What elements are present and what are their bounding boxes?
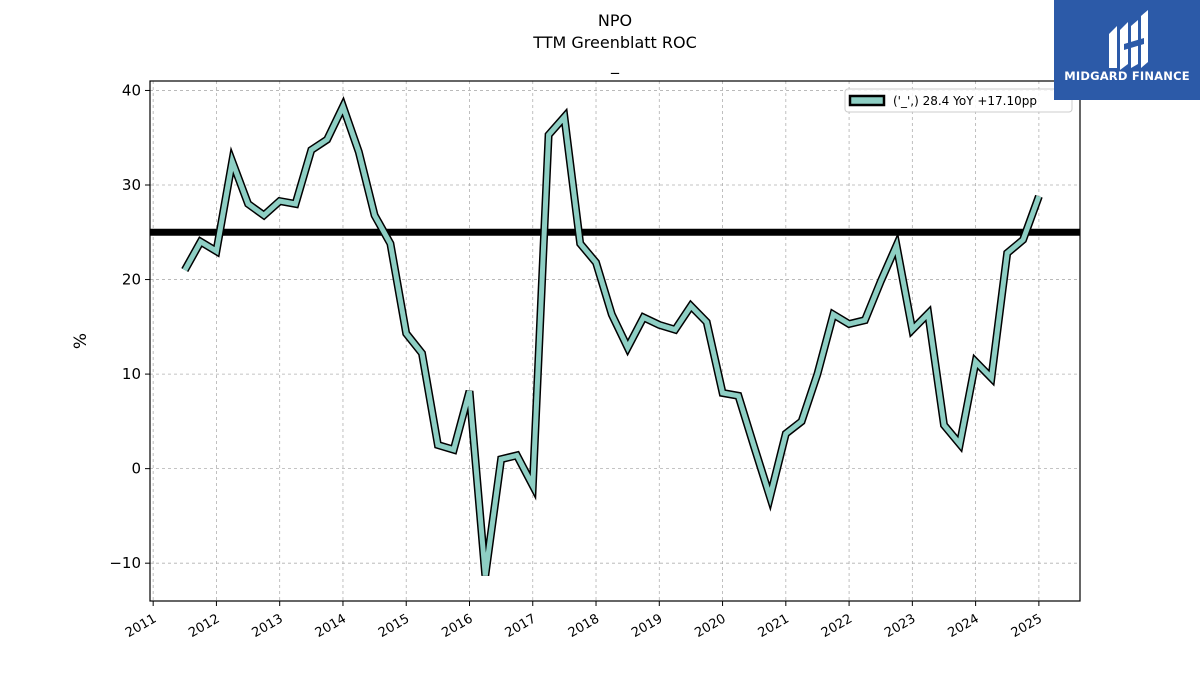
x-tick-label: 2018 [566,611,602,641]
x-tick-label: 2011 [123,611,159,641]
x-tick-label: 2022 [819,611,855,641]
series-group [181,96,1043,577]
chart-title-metric: TTM Greenblatt ROC [533,33,697,52]
y-tick-label: −10 [109,554,141,572]
logo-text: MIDGARD FINANCE [1064,69,1190,83]
x-tick-label: 2016 [439,611,475,641]
x-tick-label: 2024 [945,611,981,641]
x-tick-label: 2019 [629,611,665,641]
series-line [182,99,1042,576]
y-tick-label: 20 [122,271,141,289]
plot-frame [149,80,1081,602]
chart-title: NPO TTM Greenblatt ROC _ [150,10,1080,76]
chart-subtitle: _ [611,55,619,74]
y-tick-label: 0 [131,460,141,478]
y-tick-label: 10 [122,365,141,383]
x-tick-label: 2014 [313,611,349,641]
y-tick-label: 30 [122,176,141,194]
legend-label: ('_',) 28.4 YoY +17.10pp [893,94,1037,108]
legend-swatch [848,94,886,107]
x-tick-label: 2013 [250,611,286,641]
x-tick-label: 2017 [503,611,539,641]
chart-title-ticker: NPO [597,11,633,30]
x-tick-label: 2025 [1009,611,1045,641]
series-line-outline [181,96,1043,577]
axes: −10 0 10 20 30 40 2011 2012 2013 2014 2015 2016 2017… [71,80,1081,641]
x-tick-label: 2012 [186,611,222,641]
x-tick-label: 2015 [376,611,412,641]
y-axis-label: % [71,333,91,349]
midgard-finance-logo: MIDGARD FINANCE [1054,0,1200,100]
x-tick-label: 2021 [756,611,792,641]
legend-box [844,88,1073,113]
midgard-mh-monogram-icon [1109,10,1148,70]
x-tick-label: 2020 [692,611,728,641]
legend: ('_',) 28.4 YoY +17.10pp [844,88,1073,113]
gridlines [150,81,1080,601]
x-tick-label: 2023 [882,611,918,641]
y-tick-label: 40 [122,81,141,99]
